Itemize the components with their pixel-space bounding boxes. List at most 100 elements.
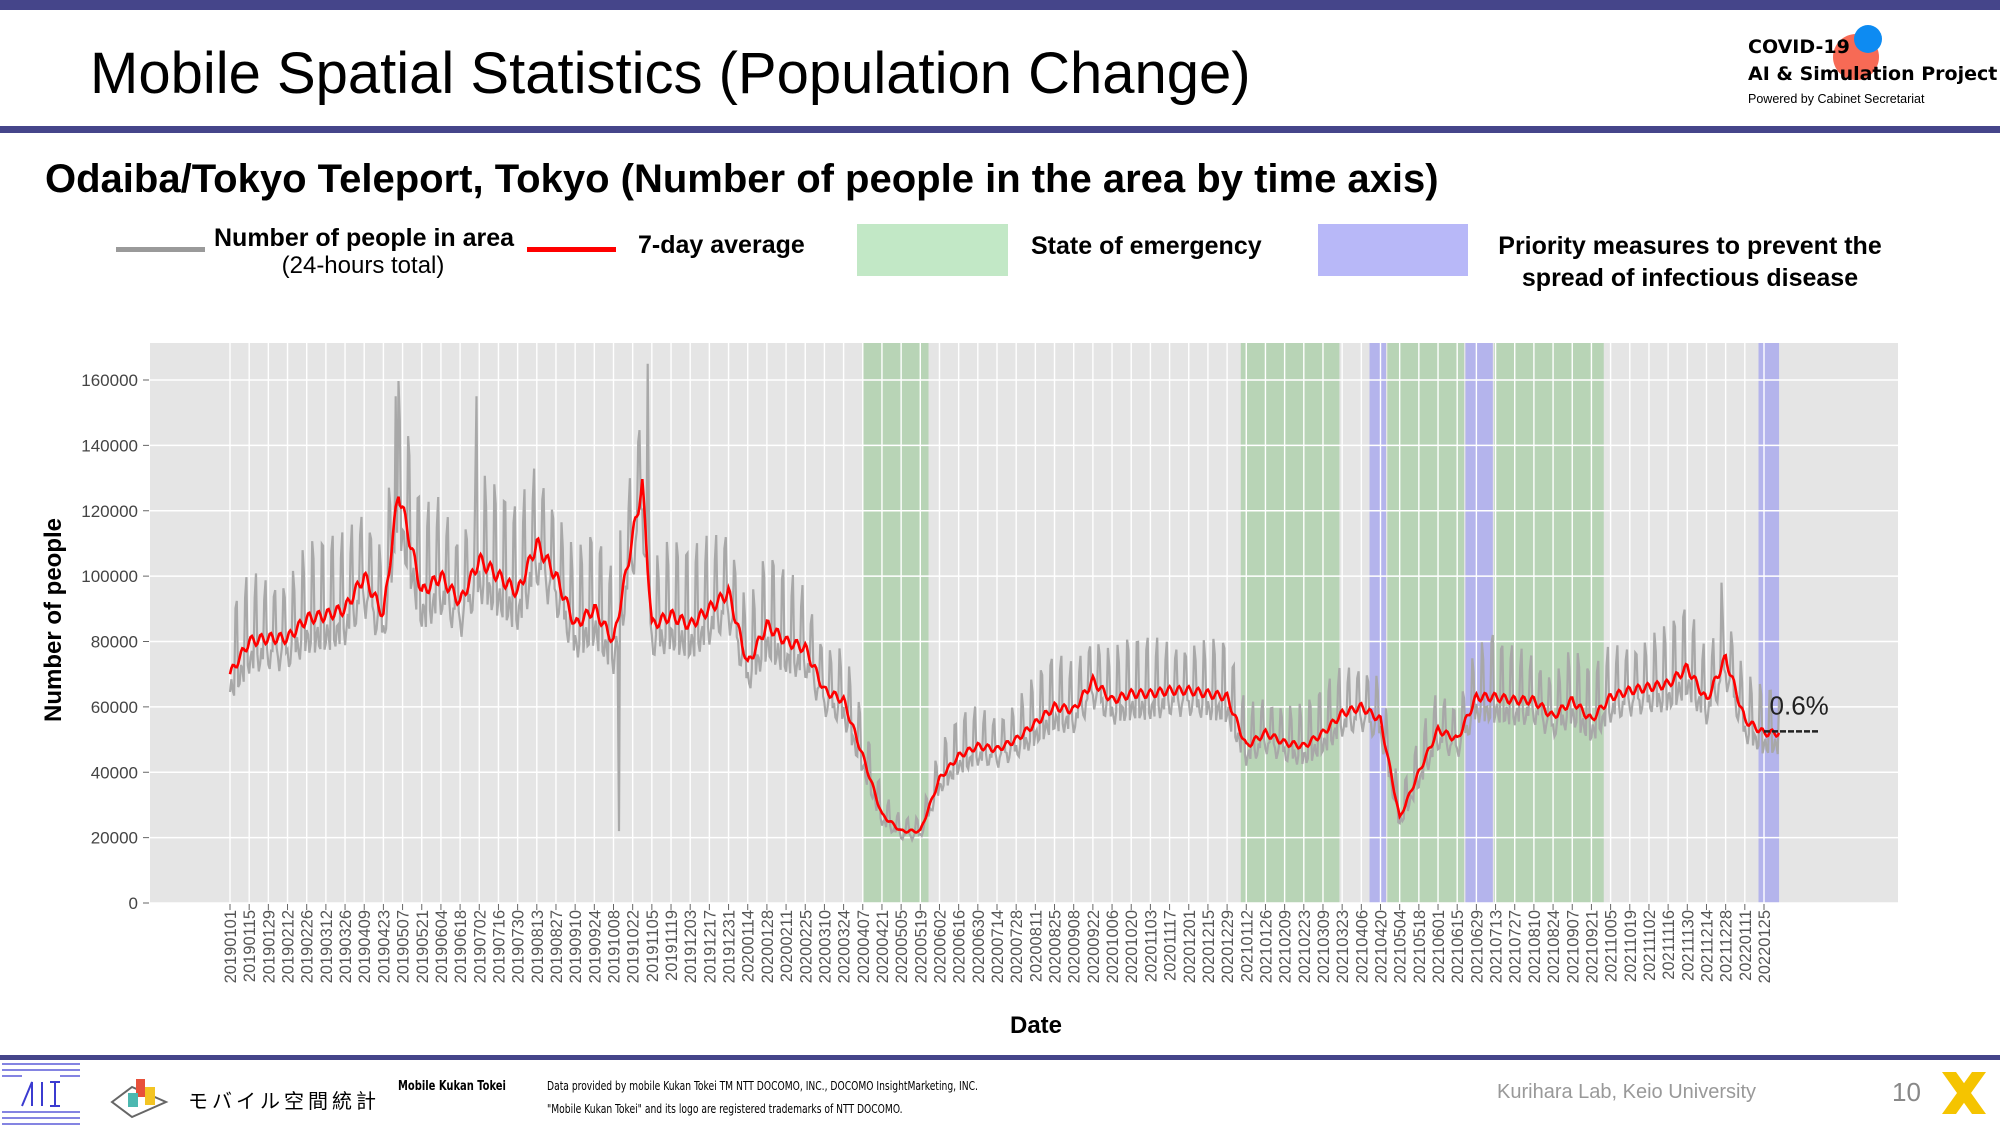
- x-tick-label: 20210921: [1583, 910, 1601, 983]
- x-tick-label: 20210420: [1373, 910, 1391, 983]
- x-tick-label: 20190730: [510, 910, 528, 983]
- x-tick-label: 20200519: [912, 910, 930, 983]
- x-tick-label: 20211102: [1641, 910, 1659, 981]
- legend-priority-label-2: spread of infectious disease: [1521, 264, 1859, 292]
- emergency-period: [1240, 343, 1340, 903]
- priority-period: [1758, 343, 1780, 903]
- x-tick-label: 20200616: [951, 910, 969, 983]
- x-tick-label: 20191022: [625, 910, 643, 983]
- footer-lab: Kurihara Lab, Keio University: [1497, 1081, 1757, 1103]
- y-tick-label: 20000: [91, 829, 138, 848]
- x-tick-label: 20190101: [222, 910, 240, 983]
- x-tick-label: 20210504: [1392, 910, 1410, 983]
- x-tick-label: 20190409: [356, 910, 374, 983]
- x-tick-label: 20211005: [1603, 910, 1621, 982]
- x-tick-label: 20210209: [1277, 910, 1295, 983]
- x-tick-label: 20210810: [1526, 910, 1544, 983]
- x-tick-label: 20220125: [1756, 910, 1774, 983]
- x-tick-label: 20200728: [1008, 910, 1026, 983]
- footer-brand: Mobile Kukan Tokei: [398, 1079, 506, 1094]
- header-bar: [0, 0, 2000, 10]
- x-tick-label: 20201201: [1181, 910, 1199, 983]
- title-divider: [0, 126, 2000, 133]
- y-tick-label: 160000: [81, 371, 138, 390]
- legend-emergency-label: State of emergency: [1031, 232, 1262, 260]
- legend-daily-sublabel: (24-hours total): [281, 252, 445, 279]
- legend-daily-label: Number of people in area: [214, 224, 515, 252]
- chart-title: Odaiba/Tokyo Teleport, Tokyo (Number of …: [45, 157, 1439, 201]
- y-tick-label: 40000: [91, 763, 138, 782]
- page-number: 10: [1892, 1077, 1921, 1107]
- y-tick-label: 80000: [91, 633, 138, 652]
- x-tick-label: 20211116: [1660, 910, 1678, 980]
- x-tick-label: 20210518: [1411, 910, 1429, 983]
- x-tick-label: 20190827: [548, 910, 566, 983]
- x-tick-label: 20200407: [855, 910, 873, 983]
- x-tick-label: 20201117: [1162, 910, 1180, 981]
- y-tick-label: 60000: [91, 698, 138, 717]
- x-tick-label: 20191231: [721, 910, 739, 983]
- x-tick-label: 20190702: [471, 910, 489, 983]
- x-tick-label: 20201006: [1104, 910, 1122, 983]
- x-tick-label: 20200211: [778, 910, 796, 982]
- footer-credit-2: "Mobile Kukan Tokei" and its logo are re…: [547, 1102, 903, 1116]
- x-tick-label: 20190716: [490, 910, 508, 983]
- x-tick-label: 20200714: [989, 910, 1007, 983]
- x-tick-label: 20210727: [1507, 910, 1525, 983]
- x-tick-label: 20190212: [280, 910, 298, 983]
- x-tick-label: 20210309: [1315, 910, 1333, 983]
- x-tick-label: 20191203: [682, 910, 700, 983]
- x-tick-label: 20191008: [606, 910, 624, 983]
- x-tick-label: 20201103: [1142, 910, 1160, 982]
- x-tick-label: 20190813: [529, 910, 547, 983]
- logo-blue-circle: [1854, 25, 1882, 53]
- x-tick-label: 20200310: [816, 910, 834, 983]
- x-tick-label: 20211130: [1679, 910, 1697, 981]
- x-tick-label: 20200128: [759, 910, 777, 983]
- emergency-period: [862, 343, 929, 903]
- y-tick-label: 0: [129, 894, 138, 913]
- x-tick-label: 20210323: [1334, 910, 1352, 983]
- legend-avg-label: 7-day average: [638, 231, 805, 259]
- x-tick-label: 20210112: [1238, 910, 1256, 982]
- x-tick-label: 20190507: [395, 910, 413, 983]
- x-tick-label: 20210629: [1468, 910, 1486, 983]
- x-tick-label: 20190604: [433, 910, 451, 983]
- x-tick-label: 20210223: [1296, 910, 1314, 983]
- x-tick-label: 20191217: [701, 910, 719, 983]
- x-tick-label: 20211228: [1718, 910, 1736, 982]
- y-axis-label: Number of people: [40, 517, 67, 723]
- x-tick-label: 20210615: [1449, 910, 1467, 983]
- x-tick-label: 20200922: [1085, 910, 1103, 983]
- plot-background: [150, 343, 1898, 903]
- x-tick-label: 20200505: [893, 910, 911, 983]
- x-tick-label: 20190312: [318, 910, 336, 983]
- x-tick-label: 20210824: [1545, 910, 1563, 983]
- x-tick-label: 20211019: [1622, 910, 1640, 982]
- y-tick-label: 140000: [81, 436, 138, 455]
- legend-daily-swatch: [116, 247, 205, 252]
- x-tick-label: 20190423: [375, 910, 393, 983]
- x-tick-label: 20201020: [1123, 910, 1141, 983]
- x-tick-label: 20210126: [1257, 910, 1275, 983]
- page-title: Mobile Spatial Statistics (Population Ch…: [90, 41, 1251, 106]
- x-tick-label: 20190129: [260, 910, 278, 983]
- x-tick-label: 20200811: [1027, 910, 1045, 982]
- y-tick-label: 100000: [81, 567, 138, 586]
- logo-line-3: Powered by Cabinet Secretariat: [1748, 92, 1925, 106]
- footer-credit-1: Data provided by mobile Kukan Tokei TM N…: [547, 1079, 978, 1093]
- kukan-tokei-logo-text: モバイル空間統計: [188, 1091, 380, 1113]
- x-tick-label: 20210907: [1564, 910, 1582, 983]
- x-tick-label: 20210713: [1488, 910, 1506, 983]
- x-tick-label: 20190924: [586, 910, 604, 983]
- emergency-period: [1494, 343, 1604, 903]
- footer-bar: [0, 1055, 2000, 1060]
- logo-line-2: AI & Simulation Project: [1748, 63, 1998, 85]
- x-brand-logo-icon: [1942, 1072, 1986, 1114]
- y-tick-label: 120000: [81, 502, 138, 521]
- x-tick-label: 20190115: [241, 910, 259, 982]
- x-tick-label: 20190226: [299, 910, 317, 983]
- x-tick-label: 20200421: [874, 910, 892, 983]
- lab-logo-icon: [2, 1063, 80, 1125]
